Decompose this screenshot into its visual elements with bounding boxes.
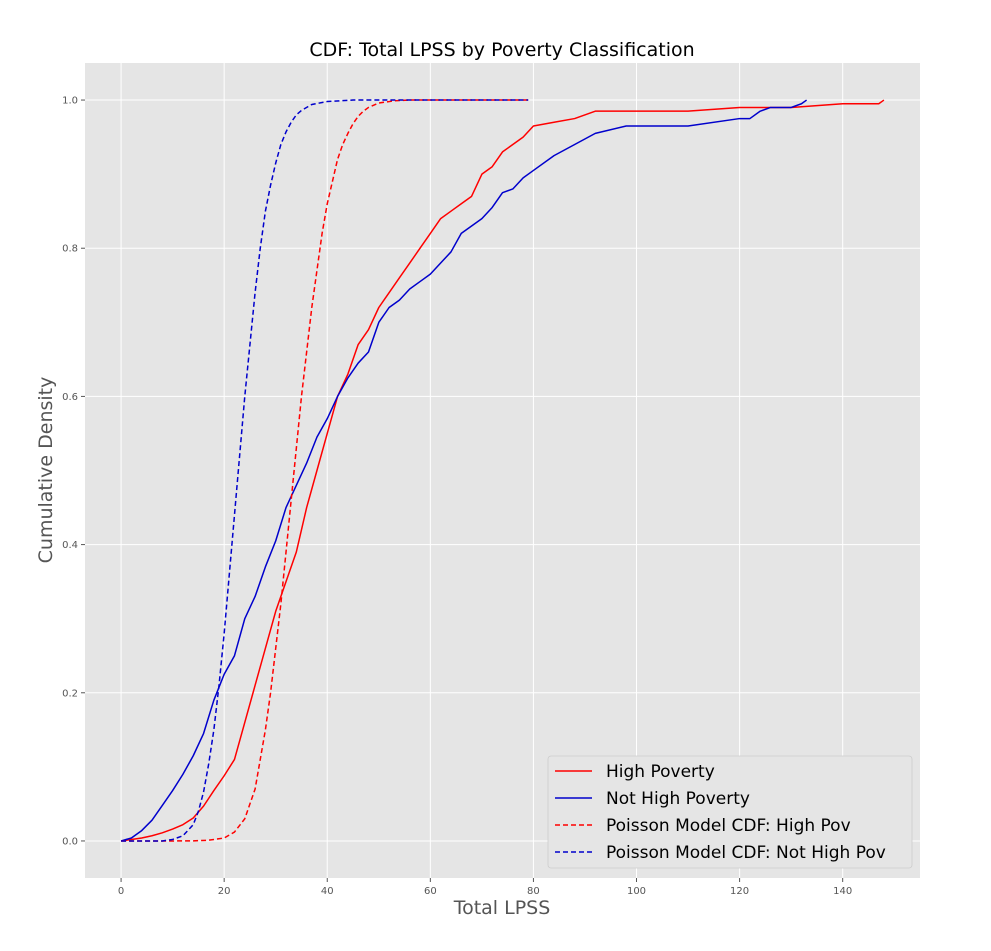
y-tick-label: 0.2 <box>62 688 78 699</box>
poisson-high-pov-line <box>121 99 529 842</box>
tick-labels: 0 20 40 60 80 100 120 140 0.0 0.2 0.4 0.6 0.8 1.0 <box>62 96 852 897</box>
series-lines <box>120 99 885 842</box>
y-tick-label: 0.0 <box>62 836 78 847</box>
legend-label-high-poverty: High Poverty <box>606 762 715 782</box>
poisson-not-high-pov-line <box>121 99 529 842</box>
chart-title: CDF: Total LPSS by Poverty Classificatio… <box>309 39 694 61</box>
x-tick-label: 100 <box>627 886 646 897</box>
high-poverty-line <box>120 99 885 842</box>
legend-box <box>547 755 913 869</box>
legend: High Poverty Not High Poverty Poisson Mo… <box>547 755 913 869</box>
x-tick-label: 120 <box>730 886 749 897</box>
y-tick-label: 1.0 <box>62 96 78 107</box>
y-axis-label: Cumulative Density <box>35 377 57 564</box>
x-tick-label: 40 <box>321 886 334 897</box>
x-axis-label: Total LPSS <box>453 897 551 919</box>
legend-label-poisson-not-high-pov: Poisson Model CDF: Not High Pov <box>606 843 886 863</box>
y-tick-label: 0.4 <box>62 540 78 551</box>
legend-label-poisson-high-pov: Poisson Model CDF: High Pov <box>606 816 851 836</box>
x-tick-label: 140 <box>833 886 852 897</box>
y-tick-label: 0.6 <box>62 392 78 403</box>
legend-label-not-high-poverty: Not High Poverty <box>606 789 750 809</box>
y-tick-label: 0.8 <box>62 244 78 255</box>
not-high-poverty-line <box>120 99 808 842</box>
x-tick-label: 20 <box>218 886 231 897</box>
x-tick-label: 60 <box>424 886 437 897</box>
x-tick-label: 0 <box>118 886 124 897</box>
x-tick-label: 80 <box>527 886 540 897</box>
